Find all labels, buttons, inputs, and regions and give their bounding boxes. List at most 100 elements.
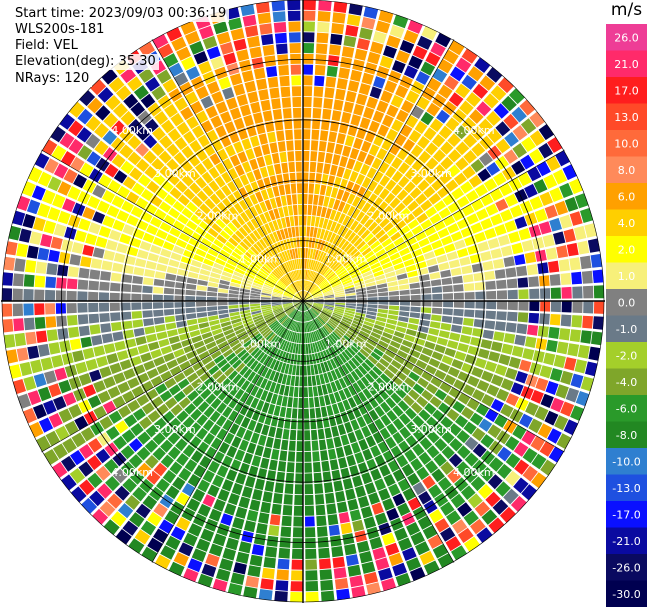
velocity-gate xyxy=(303,301,307,311)
velocity-gate xyxy=(142,495,158,510)
velocity-gate xyxy=(290,309,297,318)
velocity-gate xyxy=(309,354,313,365)
velocity-gate xyxy=(280,277,289,286)
velocity-gate xyxy=(501,343,514,355)
velocity-gate xyxy=(317,263,324,273)
velocity-gate xyxy=(217,297,228,301)
velocity-gate xyxy=(316,262,322,272)
velocity-gate xyxy=(55,425,70,441)
velocity-gate xyxy=(433,200,447,212)
velocity-gate xyxy=(391,119,404,132)
velocity-gate xyxy=(405,90,420,104)
velocity-gate xyxy=(345,307,356,312)
velocity-gate xyxy=(425,364,437,375)
velocity-gate xyxy=(53,163,69,179)
velocity-gate xyxy=(145,388,159,401)
velocity-gate xyxy=(250,308,261,312)
velocity-gate xyxy=(351,357,361,367)
velocity-gate xyxy=(561,286,572,299)
velocity-gate xyxy=(263,211,272,223)
velocity-gate xyxy=(382,450,395,463)
velocity-gate xyxy=(32,404,47,420)
velocity-gate xyxy=(367,180,378,192)
velocity-gate xyxy=(162,241,175,251)
velocity-gate xyxy=(270,334,278,344)
velocity-gate xyxy=(360,376,371,387)
velocity-gate xyxy=(309,259,314,270)
velocity-gate xyxy=(292,321,297,331)
velocity-gate xyxy=(308,386,314,397)
velocity-gate xyxy=(305,516,315,527)
velocity-gate xyxy=(153,462,168,477)
velocity-gate xyxy=(164,315,176,323)
velocity-gate xyxy=(250,218,260,229)
velocity-gate xyxy=(232,373,242,385)
velocity-gate xyxy=(81,497,98,514)
velocity-gate xyxy=(160,370,173,382)
velocity-gate xyxy=(25,259,37,273)
velocity-gate xyxy=(507,301,518,311)
velocity-gate xyxy=(287,353,292,364)
velocity-gate xyxy=(144,118,159,133)
velocity-gate xyxy=(77,279,89,290)
velocity-gate xyxy=(356,303,367,308)
velocity-gate xyxy=(360,267,371,275)
colorbar-tick-label: -8.0 xyxy=(616,429,637,442)
velocity-gate xyxy=(196,190,209,202)
velocity-gate xyxy=(401,463,415,477)
velocity-gate xyxy=(377,252,389,262)
velocity-gate xyxy=(409,312,421,319)
velocity-gate xyxy=(320,450,329,461)
velocity-gate xyxy=(202,185,214,197)
velocity-gate xyxy=(275,325,283,334)
velocity-gate xyxy=(268,209,276,221)
velocity-gate xyxy=(275,427,283,439)
velocity-gate xyxy=(354,281,365,287)
velocity-gate xyxy=(186,277,198,285)
colorbar-tick-label: -2.0 xyxy=(616,349,637,362)
velocity-gate xyxy=(169,187,182,200)
velocity-gate xyxy=(82,244,95,257)
velocity-gate xyxy=(312,451,320,462)
velocity-gate xyxy=(219,317,231,324)
velocity-gate xyxy=(88,313,100,324)
velocity-gate xyxy=(460,485,476,500)
velocity-gate xyxy=(208,166,220,179)
velocity-gate xyxy=(516,323,528,335)
velocity-gate xyxy=(262,311,273,317)
velocity-gate xyxy=(337,341,346,351)
velocity-gate xyxy=(452,519,468,534)
velocity-gate xyxy=(312,304,323,310)
velocity-gate xyxy=(317,239,323,250)
velocity-gate xyxy=(122,520,139,536)
velocity-gate xyxy=(293,270,298,281)
velocity-gate xyxy=(129,167,143,181)
velocity-gate xyxy=(520,386,534,400)
velocity-gate xyxy=(293,301,303,305)
velocity-gate xyxy=(156,229,168,240)
velocity-gate xyxy=(265,546,278,558)
velocity-gate xyxy=(165,322,177,330)
velocity-gate xyxy=(356,540,370,553)
velocity-gate xyxy=(461,74,477,90)
velocity-gate xyxy=(298,322,301,333)
velocity-gate xyxy=(412,365,424,376)
velocity-gate xyxy=(373,184,384,196)
velocity-gate xyxy=(429,213,442,225)
velocity-gate xyxy=(229,73,243,86)
velocity-gate xyxy=(135,197,149,210)
velocity-gate xyxy=(441,430,455,444)
velocity-gate xyxy=(91,335,103,346)
velocity-gate xyxy=(274,285,285,292)
velocity-gate xyxy=(160,425,174,438)
velocity-gate xyxy=(495,321,506,331)
velocity-gate xyxy=(264,223,272,234)
velocity-gate xyxy=(260,225,269,236)
velocity-gate xyxy=(314,319,321,329)
velocity-gate xyxy=(260,501,271,514)
velocity-gate xyxy=(304,430,311,441)
velocity-gate xyxy=(590,253,603,268)
colorbar-swatch xyxy=(606,580,647,607)
velocity-gate xyxy=(320,282,330,290)
velocity-gate xyxy=(496,290,508,300)
